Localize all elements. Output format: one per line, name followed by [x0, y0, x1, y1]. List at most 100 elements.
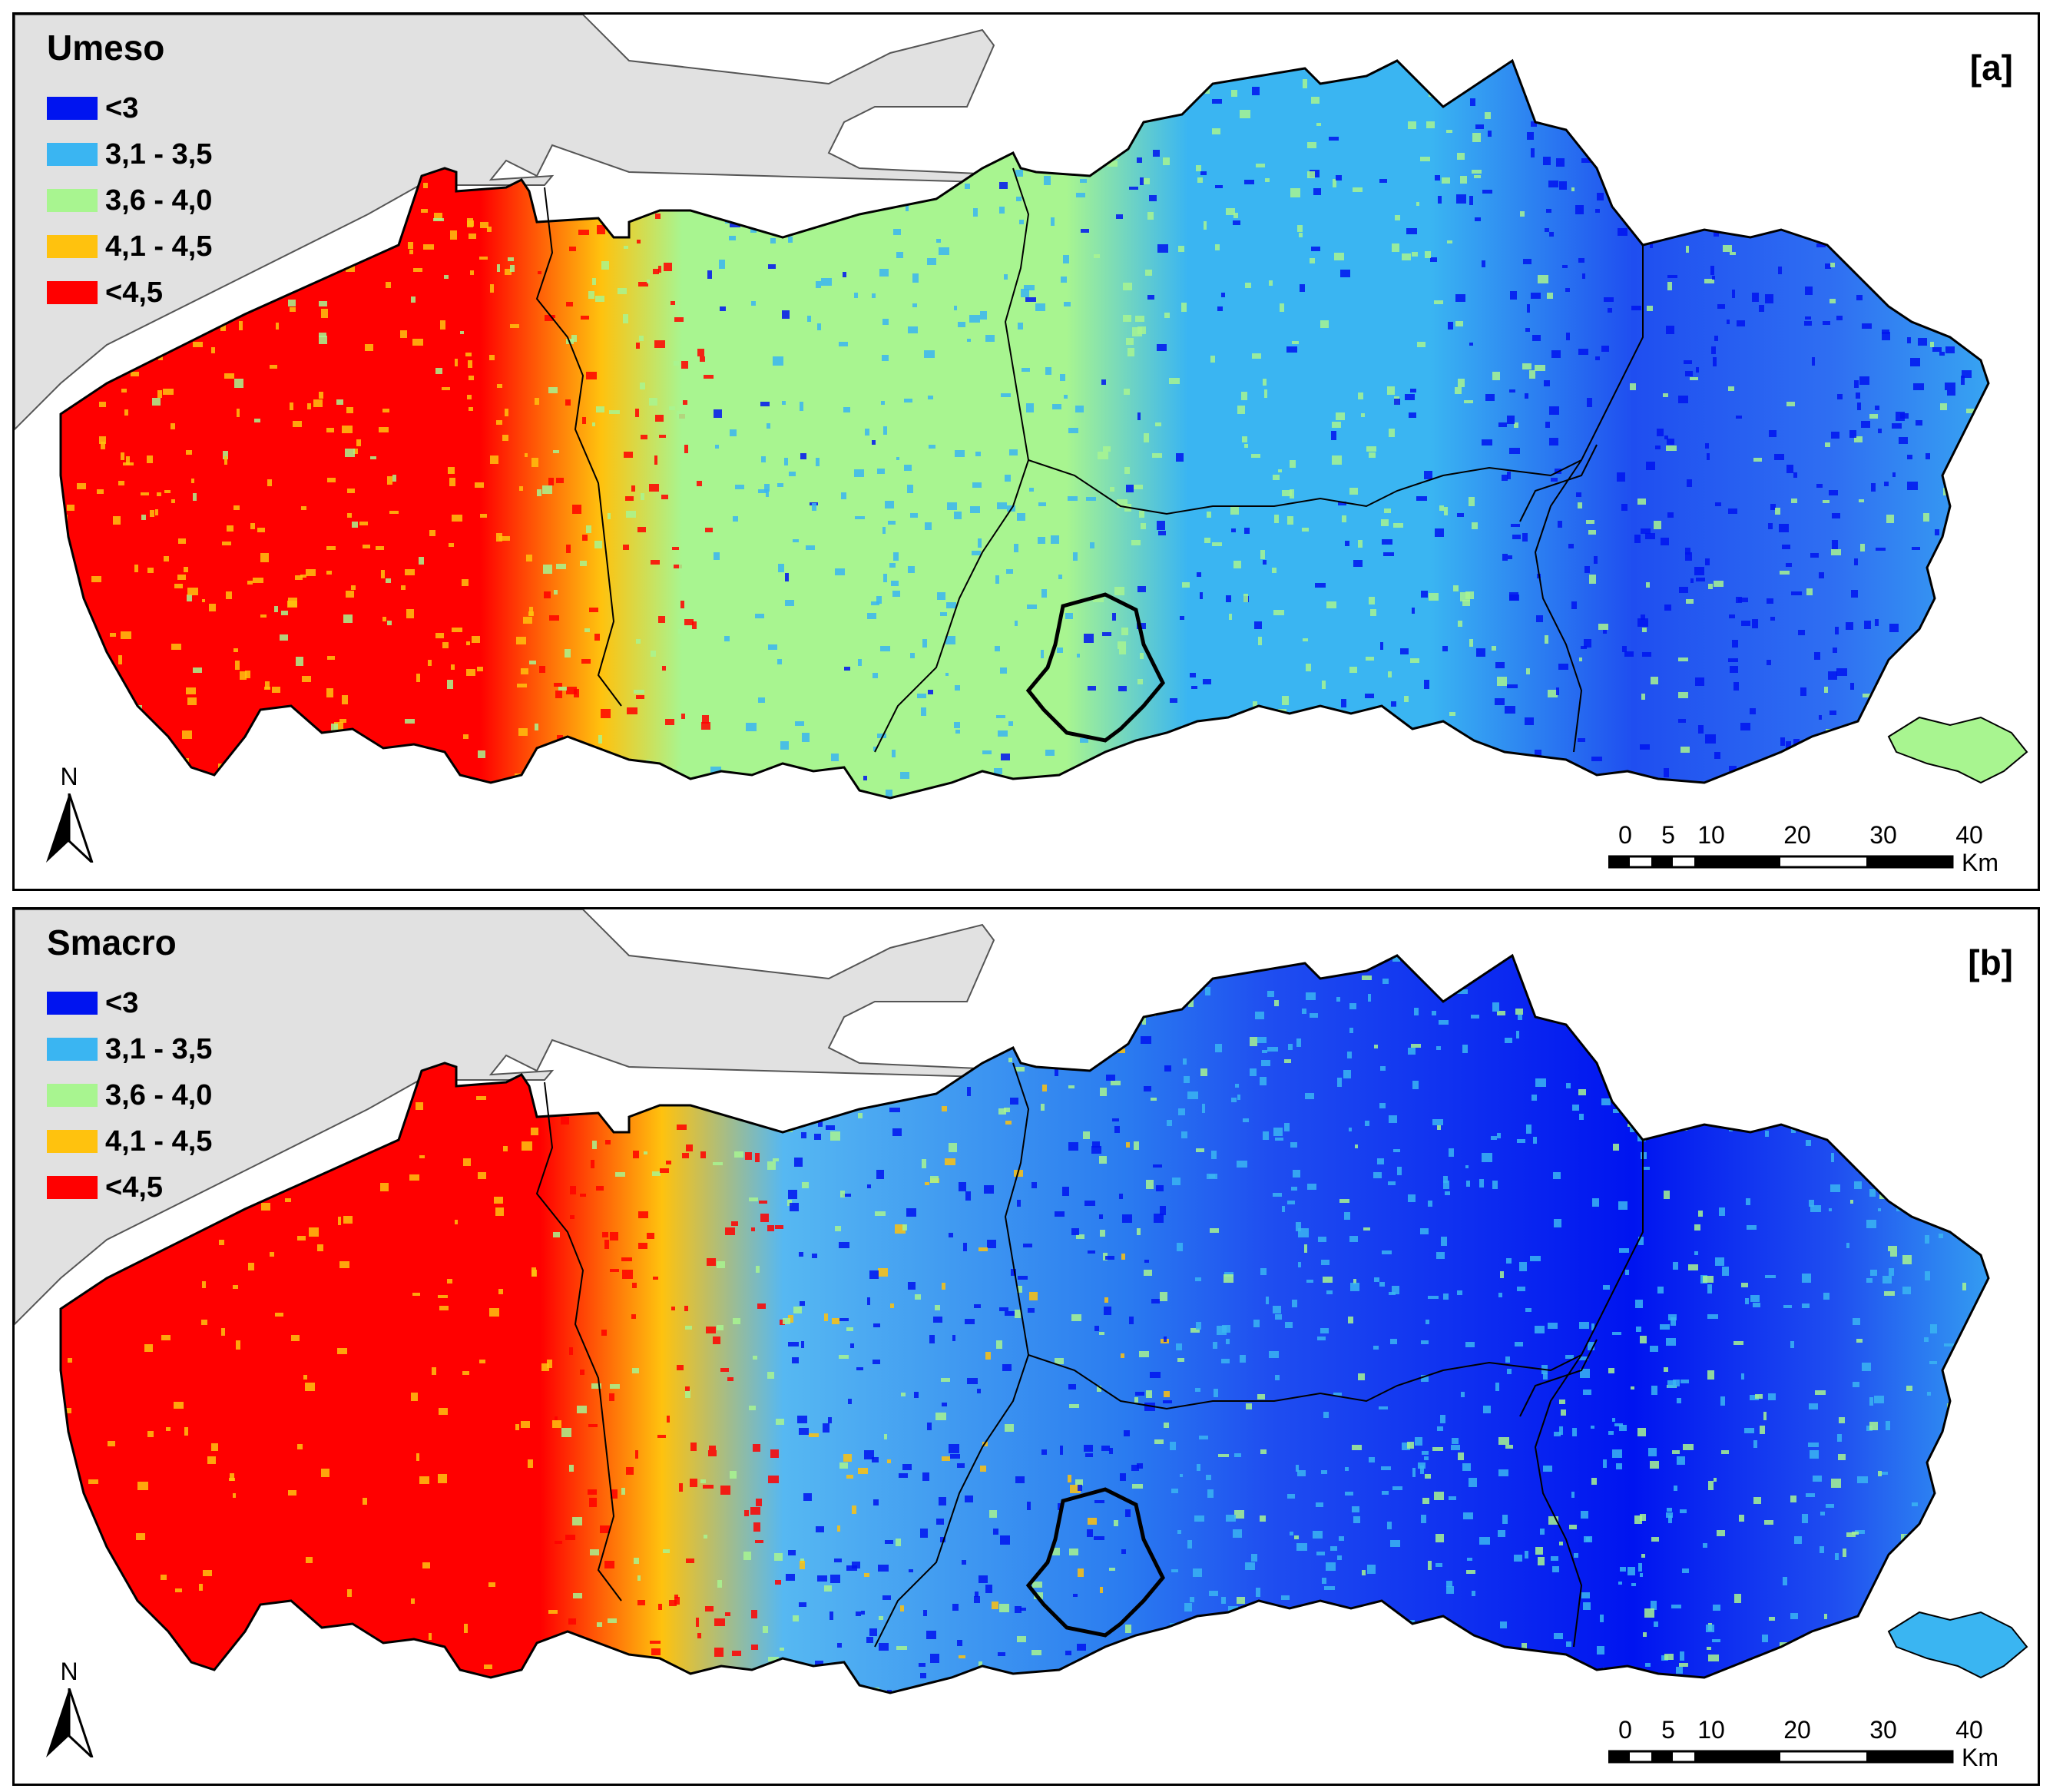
raster-cell: [1776, 1011, 1783, 1016]
raster-cell: [1116, 1048, 1125, 1053]
raster-cell: [86, 758, 90, 762]
raster-cell: [1930, 1324, 1937, 1333]
raster-cell: [157, 390, 162, 398]
raster-cell: [1267, 991, 1274, 997]
raster-cell: [1753, 1303, 1760, 1307]
raster-cell: [780, 1320, 785, 1325]
raster-cell: [96, 734, 101, 740]
raster-cell: [1571, 187, 1575, 191]
raster-cell: [1736, 597, 1742, 603]
raster-cell: [709, 1446, 716, 1450]
raster-cell: [674, 1595, 678, 1598]
raster-cell: [1197, 177, 1203, 183]
raster-cell: [1620, 1567, 1626, 1572]
raster-cell: [773, 356, 783, 366]
raster-cell: [1438, 196, 1442, 204]
raster-cell: [1404, 696, 1409, 702]
raster-cell: [1791, 1040, 1800, 1047]
raster-cell: [1167, 1120, 1172, 1126]
raster-cell: [462, 1371, 469, 1375]
raster-cell: [1350, 714, 1358, 722]
raster-cell: [1296, 1543, 1307, 1551]
raster-cell: [1904, 1116, 1912, 1122]
raster-cell: [685, 1326, 692, 1330]
raster-cell: [608, 1618, 617, 1623]
raster-cell: [1132, 1484, 1143, 1489]
raster-cell: [288, 300, 296, 306]
raster-cell: [1540, 72, 1550, 80]
raster-cell: [837, 1643, 842, 1648]
raster-cell: [1646, 582, 1650, 588]
raster-cell: [1941, 778, 1948, 784]
raster-cell: [1076, 193, 1085, 197]
raster-cell: [886, 790, 892, 797]
raster-cell: [439, 1408, 448, 1415]
raster-cell: [792, 1684, 798, 1690]
raster-cell: [946, 602, 956, 608]
raster-cell: [1475, 217, 1481, 221]
raster-cell: [858, 1468, 868, 1474]
raster-cell: [692, 621, 697, 629]
raster-cell: [379, 1104, 389, 1111]
raster-cell: [1288, 1044, 1293, 1050]
raster-cell: [802, 1096, 806, 1102]
raster-cell: [1410, 389, 1416, 393]
raster-cell: [496, 420, 502, 425]
raster-cell: [432, 1367, 436, 1375]
raster-cell: [2003, 373, 2012, 381]
raster-cell: [1614, 1423, 1623, 1426]
raster-cell: [800, 1561, 805, 1569]
raster-cell: [1616, 1076, 1626, 1081]
raster-cell: [1679, 587, 1688, 593]
raster-cell: [959, 1182, 966, 1191]
raster-cell: [1463, 1512, 1473, 1519]
raster-cell: [267, 479, 272, 486]
raster-cell: [803, 1493, 812, 1501]
raster-cell: [1846, 1243, 1849, 1248]
raster-cell: [1543, 157, 1551, 165]
raster-cell: [1561, 121, 1568, 128]
raster-cell: [455, 1220, 458, 1224]
raster-cell: [1472, 522, 1478, 529]
raster-cell: [1094, 254, 1100, 258]
raster-cell: [1333, 772, 1338, 778]
raster-cell: [1001, 393, 1011, 397]
scale-tick: 0: [1618, 1716, 1632, 1744]
raster-cell: [737, 1689, 747, 1693]
raster-cell: [593, 795, 603, 798]
raster-cell: [478, 750, 485, 758]
raster-cell: [1809, 1200, 1814, 1207]
raster-cell: [470, 270, 474, 275]
raster-cell: [1525, 717, 1534, 725]
raster-cell: [1872, 740, 1875, 750]
raster-cell: [610, 1269, 619, 1272]
raster-cell: [1712, 1639, 1720, 1642]
raster-cell: [1975, 1605, 1985, 1611]
raster-cell: [1120, 1473, 1126, 1481]
legend-label: <3: [105, 986, 139, 1019]
raster-cell: [1160, 1292, 1167, 1301]
raster-cell: [1591, 757, 1602, 761]
raster-cell: [484, 1664, 492, 1669]
raster-cell: [1694, 1251, 1698, 1255]
raster-cell: [1194, 1515, 1204, 1522]
raster-cell: [1412, 1468, 1416, 1477]
raster-cell: [1068, 428, 1078, 433]
raster-cell: [1959, 1199, 1966, 1206]
raster-cell: [1780, 571, 1790, 575]
raster-cell: [1791, 1128, 1796, 1133]
raster-cell: [1535, 1326, 1545, 1333]
raster-cell: [1505, 1445, 1513, 1449]
raster-cell: [1218, 1454, 1229, 1457]
raster-cell: [697, 561, 704, 565]
raster-cell: [1829, 711, 1836, 715]
raster-cell: [1836, 1125, 1839, 1129]
raster-cell: [873, 1360, 880, 1364]
raster-cell: [1456, 194, 1466, 204]
raster-cell: [1636, 190, 1644, 198]
raster-cell: [1445, 1191, 1450, 1195]
raster-cell: [377, 1689, 381, 1693]
raster-cell: [1051, 1548, 1060, 1555]
raster-cell: [1178, 1108, 1185, 1115]
raster-cell: [884, 1434, 887, 1439]
